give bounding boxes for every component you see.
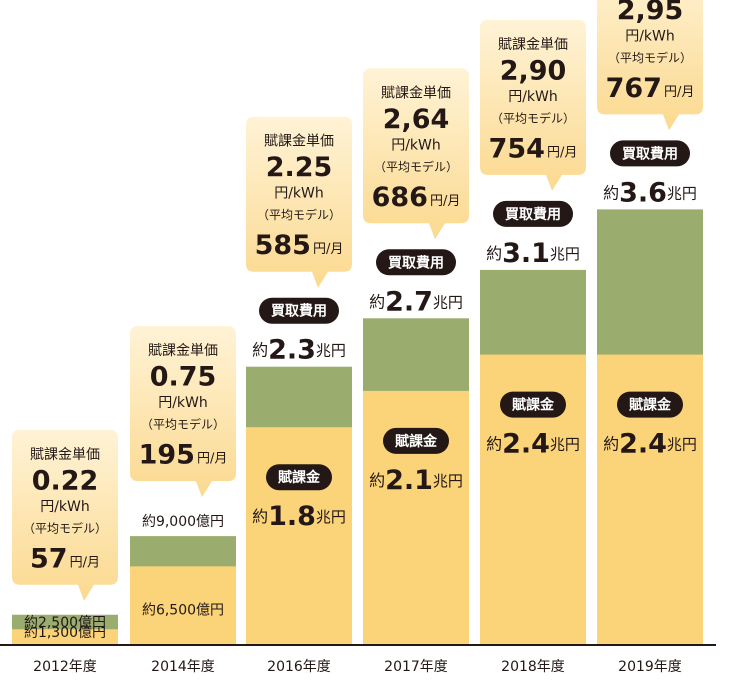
model-label: （平均モデル） [23, 520, 107, 535]
badge [259, 297, 339, 324]
x-tick-label: 2018年度 [501, 659, 565, 675]
model-label: （平均モデル） [491, 110, 575, 125]
monthly-unit: 円/月 [664, 85, 694, 100]
levy-label: 約2.4兆円 [486, 428, 580, 459]
badge [500, 391, 566, 418]
unit-price-unit: 円/kWh [508, 89, 558, 105]
badge [376, 249, 456, 276]
unit-price: 0.75 [150, 362, 217, 393]
callout [246, 116, 352, 288]
levy-label: 約1.8兆円 [252, 501, 346, 532]
callout-title: 賦課金単価 [148, 343, 218, 359]
callout [363, 68, 469, 240]
x-tick-label: 2016年度 [267, 659, 331, 675]
levy-label: 約1,300億円 [24, 625, 106, 641]
model-label: （平均モデル） [257, 207, 341, 222]
unit-price-unit: 円/kWh [274, 186, 324, 202]
badge-label: 賦課金 [394, 433, 438, 450]
total-label: 約9,000億円 [142, 514, 224, 530]
levy-label: 約2.4兆円 [603, 428, 697, 459]
badge-label: 買取費用 [622, 145, 678, 162]
monthly-unit: 円/月 [197, 452, 227, 467]
badge-label: 買取費用 [505, 206, 561, 223]
model-label: （平均モデル） [141, 417, 225, 432]
model-label: （平均モデル） [608, 50, 692, 65]
unit-price: 2,95 [617, 0, 684, 26]
monthly-value: 585 [255, 230, 311, 261]
callout [480, 19, 586, 191]
total-label: 約2.7兆円 [369, 286, 463, 317]
monthly-value: 195 [139, 440, 195, 471]
bar-levy [246, 427, 352, 645]
badge [617, 391, 683, 418]
x-tick-label: 2014年度 [151, 659, 215, 675]
badge-label: 買取費用 [388, 254, 444, 271]
callout [12, 429, 118, 601]
bar-levy [12, 629, 118, 645]
monthly-unit: 円/月 [430, 194, 460, 209]
callout-title: 賦課金単価 [30, 447, 100, 463]
badge-label: 賦課金 [628, 397, 672, 414]
badge [266, 464, 332, 491]
monthly-value: 754 [489, 133, 545, 164]
total-label: 約2,500億円 [24, 615, 106, 631]
unit-price: 0.22 [32, 465, 99, 496]
badge [383, 427, 449, 454]
unit-price-unit: 円/kWh [158, 395, 208, 411]
callout [130, 326, 236, 498]
callout [597, 0, 703, 131]
monthly-unit: 円/月 [313, 242, 343, 257]
callout-title: 賦課金単価 [381, 85, 451, 101]
unit-price-unit: 円/kWh [391, 137, 441, 153]
monthly-value: 57 [30, 543, 68, 574]
monthly-value: 686 [372, 182, 428, 213]
unit-price: 2.25 [266, 152, 333, 183]
bar-levy [130, 566, 236, 645]
unit-price-unit: 円/kWh [40, 499, 90, 515]
badge [493, 200, 573, 227]
model-label: （平均モデル） [374, 159, 458, 174]
unit-price: 2,64 [383, 104, 450, 135]
levy-label: 約2.1兆円 [369, 464, 463, 495]
badge-label: 賦課金 [511, 397, 555, 414]
x-tick-label: 2019年度 [618, 659, 682, 675]
monthly-unit: 円/月 [547, 145, 577, 160]
monthly-unit: 円/月 [70, 555, 100, 570]
unit-price: 2,90 [500, 55, 567, 86]
monthly-value: 767 [606, 73, 662, 104]
levy-label: 約6,500億円 [142, 602, 224, 618]
badge-label: 賦課金 [277, 469, 321, 486]
x-tick-label: 2017年度 [384, 659, 448, 675]
unit-price-unit: 円/kWh [625, 28, 675, 44]
total-label: 約3.1兆円 [486, 237, 580, 268]
callout-title: 賦課金単価 [498, 37, 568, 53]
callout-title: 賦課金単価 [264, 134, 334, 150]
badge [610, 140, 690, 167]
x-tick-label: 2012年度 [33, 659, 97, 675]
total-label: 約2.3兆円 [252, 334, 346, 365]
badge-label: 買取費用 [271, 303, 327, 320]
total-label: 約3.6兆円 [603, 177, 697, 208]
